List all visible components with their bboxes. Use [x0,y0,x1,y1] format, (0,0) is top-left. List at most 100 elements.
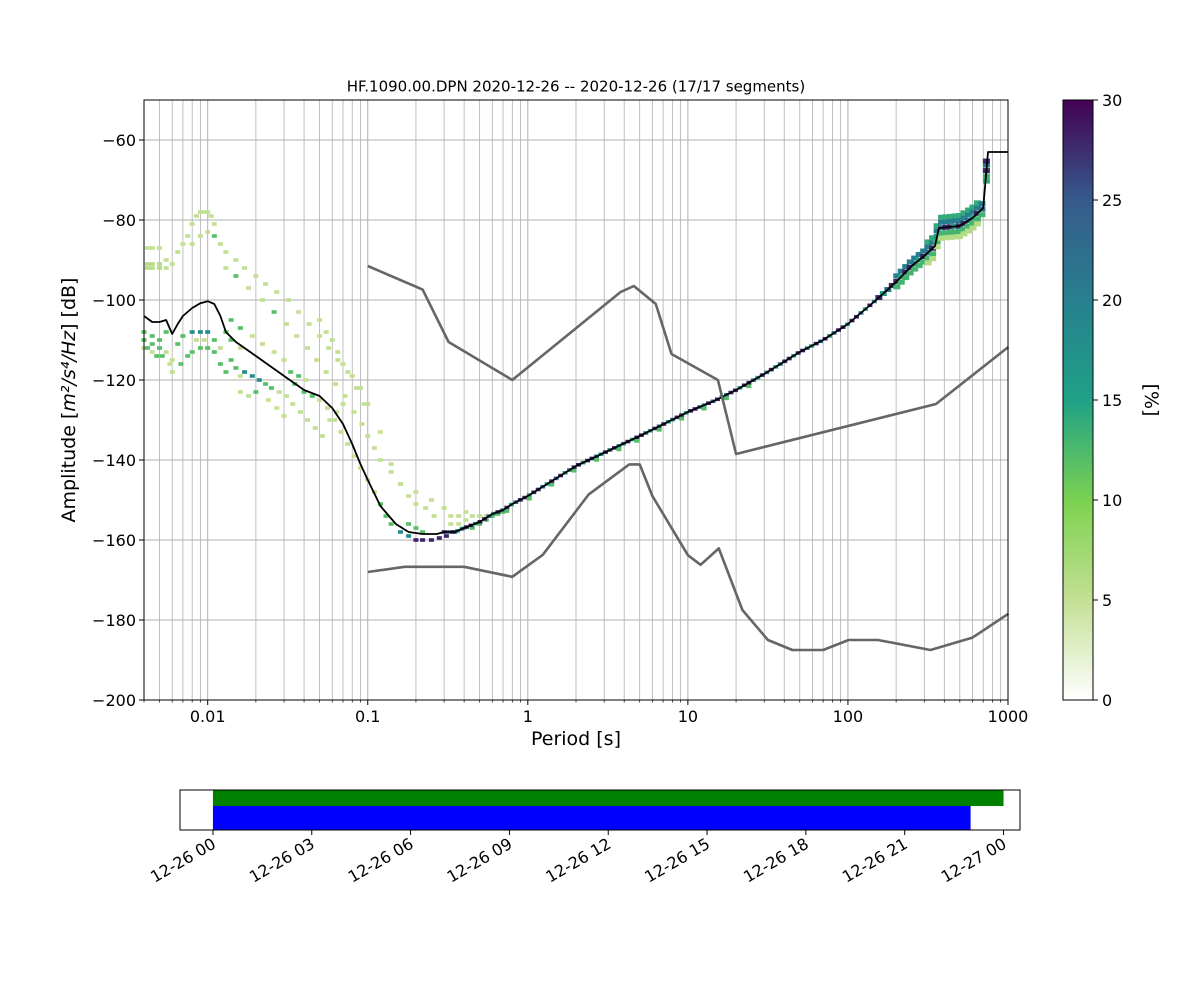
psd-cell [323,330,329,334]
y-axis-label-main: Amplitude [ [58,412,80,523]
x-tick-label: 1 [523,707,533,726]
psd-cell [163,330,169,334]
x-axis: 0.01 0.1 1 10 100 1000 [143,700,1029,726]
psd-cell [388,462,394,466]
psd-cell [340,362,346,366]
psd-cell [175,342,181,346]
psd-cell [228,358,234,362]
mean-psd-line [143,151,1008,535]
y-tick-label: −100 [92,291,136,310]
psd-cell [746,384,752,389]
psd-cell [956,229,964,235]
x-tick-label: 1000 [988,707,1029,726]
psd-cell [154,354,160,358]
psd-cell [223,250,229,254]
psd-cell [268,386,274,390]
psd-cell [423,506,429,510]
psd-cell [406,494,412,498]
psd-cell [906,270,914,276]
psd-cell [157,338,163,342]
psd-cell [197,210,203,214]
psd-cell [951,218,959,224]
psd-cell [351,410,357,414]
data-available-bar [212,790,1004,806]
psd-cell [185,234,191,238]
psd-cell [933,228,941,234]
colorbar-tick-label: 15 [1102,391,1122,410]
colorbar-label: [%] [1140,384,1162,417]
psd-cell [448,514,454,518]
psd-cell [301,390,307,394]
psd-cell [335,350,341,354]
psd-cell [431,514,437,518]
psd-cell [233,366,239,370]
psd-cell [271,350,277,354]
psd-cell [634,439,640,443]
psd-cell [911,255,919,261]
psd-cell [288,370,294,374]
psd-cell [317,334,323,338]
psd-cell [902,275,910,281]
psd-cell [340,402,346,406]
psd-cell [335,358,341,362]
colorbar-ticks: 0 5 10 15 20 25 30 [1093,91,1122,710]
psd-cell [189,222,195,226]
psd-cell [178,362,184,366]
processed-segments-bar [212,806,971,830]
psd-cell [283,322,289,326]
psd-cell [149,262,155,266]
psd-cell [483,514,489,518]
colorbar-tick-label: 20 [1102,291,1122,310]
chart-title: HF.1090.00.DPN 2020-12-26 -- 2020-12-26 … [347,78,805,96]
psd-cell [237,390,243,394]
psd-cell [338,430,344,434]
psd-cell [938,219,946,225]
psd-cell [205,210,211,214]
psd-cell [723,396,729,401]
psd-cell [246,394,252,398]
psd-cell [549,482,555,487]
psd-cell [428,498,434,502]
psd-cell [342,394,348,398]
psd-cell [319,434,325,438]
psd-cell [929,256,937,262]
psd-cell [361,402,367,406]
psd-cell [947,213,955,219]
time-tick-label: 12-26 00 [147,834,219,886]
psd-cell [274,406,280,410]
psd-cell [327,418,333,422]
psd-cell [929,251,937,257]
psd-cell [982,178,990,184]
psd-cell [973,205,981,211]
psd-cell [947,229,955,235]
x-tick-label: 0.01 [190,707,226,726]
psd-cell [969,204,977,210]
psd-cell [933,239,941,245]
psd-cell [938,235,946,241]
availability-frame [179,789,1021,831]
psd-cell [915,263,923,269]
psd-cell [973,200,981,206]
psd-cell [309,394,315,398]
psd-cell [242,266,248,270]
psd-cell [144,246,150,250]
psd-cell [920,248,928,254]
psd-cell [233,274,239,278]
psd-cell [349,374,355,378]
psd-cell [436,536,442,540]
psd-cell [443,534,449,538]
psd-cell [185,354,191,358]
psd-cell [211,338,217,342]
y-axis-label: Amplitude [m²/s⁴/Hz] [dB] [58,278,80,523]
psd-cell [180,242,186,246]
time-tick-label: 12-26 15 [641,834,713,886]
psd-cell [149,246,155,250]
psd-cell [365,402,371,406]
psd-cell [441,506,447,510]
psd-cell [180,334,186,338]
psd-cell [228,338,234,342]
time-tick-label: 12-26 18 [740,834,812,886]
psd-cell [420,530,426,534]
psd-cell [317,398,323,402]
psd-cell [228,318,234,322]
